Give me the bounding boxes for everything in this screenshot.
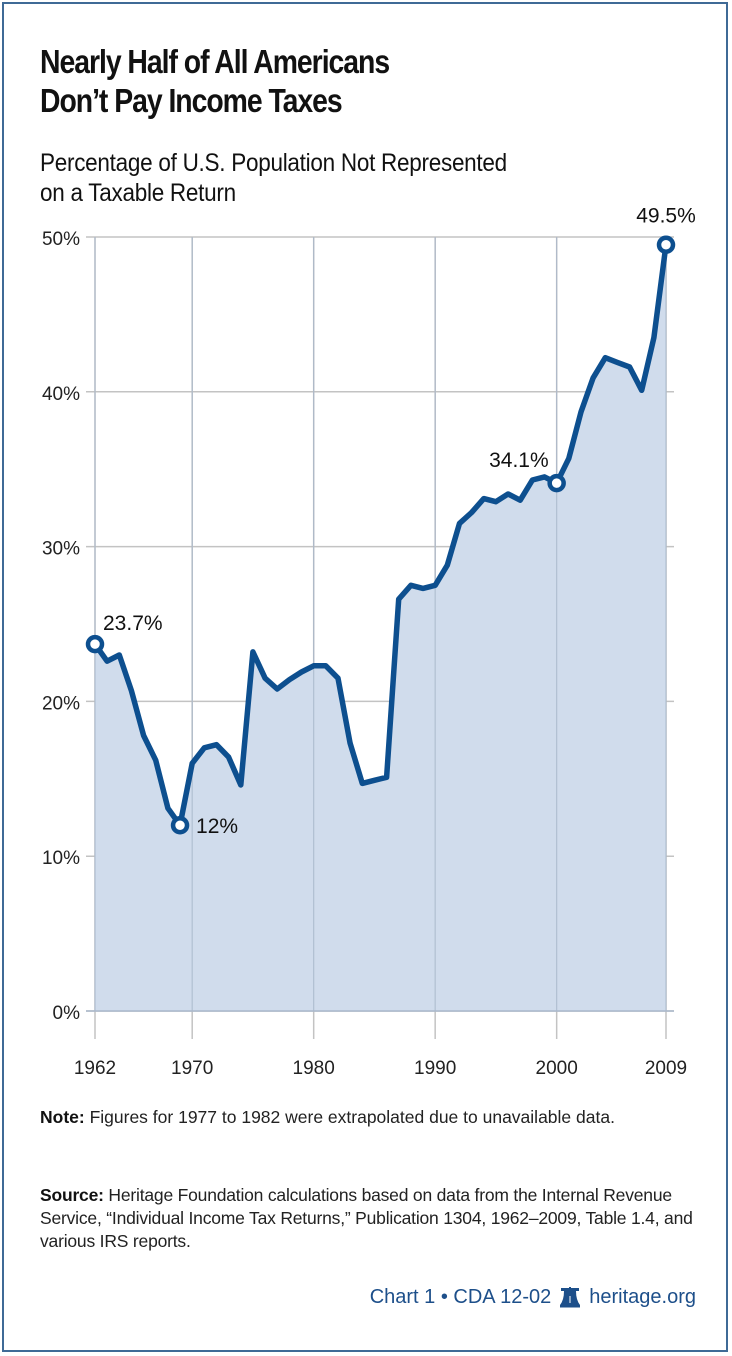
- highlight-marker: [170, 815, 190, 835]
- y-tick-label: 20%: [42, 693, 80, 714]
- x-tick-label: 1980: [293, 1058, 335, 1079]
- title-line-1: Nearly Half of All Americans: [40, 43, 390, 80]
- subtitle-line-1: Percentage of U.S. Population Not Repres…: [40, 149, 507, 177]
- vertical-grid-lines: [86, 237, 674, 1012]
- annotation-markers: 23.7% 12% 34.1% 49.5%: [85, 205, 696, 838]
- source-text: Heritage Foundation calculations based o…: [40, 1185, 693, 1251]
- line-area-chart: 0% 10% 20% 30% 40% 50% 1962 1970 1980 1990 2000 20…: [42, 205, 696, 1079]
- data-label: 23.7%: [103, 612, 163, 635]
- y-tick-label: 0%: [53, 1003, 81, 1024]
- title-line-2: Don’t Pay Income Taxes: [40, 82, 343, 119]
- highlight-marker: [547, 473, 566, 493]
- subtitle-line-2: on a Taxable Return: [40, 179, 236, 207]
- liberty-bell-icon: [560, 1286, 581, 1307]
- x-tick-label: 1990: [414, 1058, 456, 1079]
- y-tick-label: 40%: [42, 384, 80, 405]
- data-label: 34.1%: [489, 449, 549, 472]
- data-line: [92, 241, 669, 828]
- y-tick-label: 10%: [42, 848, 80, 869]
- x-axis-labels: 1962 1970 1980 1990 2000 2009: [74, 1058, 687, 1079]
- x-tick-label: 1962: [74, 1058, 116, 1079]
- x-tick-label: 1970: [171, 1058, 213, 1079]
- source-label: Source:: [40, 1185, 104, 1205]
- chart-id: Chart 1 • CDA 12-02: [369, 1286, 552, 1308]
- highlight-marker: [656, 235, 676, 254]
- highlight-marker: [85, 634, 105, 654]
- chart-subtitle: Percentage of U.S. Population Not Repres…: [40, 148, 507, 208]
- site-link[interactable]: heritage.org: [589, 1286, 696, 1308]
- note: Note: Figures for 1977 to 1982 were extr…: [40, 1106, 680, 1129]
- x-tick-label: 2009: [645, 1058, 687, 1079]
- credit-line: Chart 1 • CDA 12-02 heritage.org: [370, 1286, 696, 1309]
- y-tick-label: 30%: [42, 539, 80, 560]
- source: Source: Heritage Foundation calculations…: [40, 1184, 720, 1253]
- y-axis-labels: 0% 10% 20% 30% 40% 50%: [42, 229, 80, 1024]
- data-label: 49.5%: [636, 205, 696, 228]
- chart-title: Nearly Half of All Americans Don’t Pay I…: [40, 42, 390, 120]
- data-label: 12%: [196, 815, 238, 838]
- y-tick-label: 50%: [42, 229, 80, 250]
- x-tick-label: 2000: [536, 1058, 578, 1079]
- note-text: Figures for 1977 to 1982 were extrapolat…: [84, 1107, 615, 1127]
- area-fill: [95, 244, 666, 1011]
- note-label: Note:: [40, 1107, 85, 1127]
